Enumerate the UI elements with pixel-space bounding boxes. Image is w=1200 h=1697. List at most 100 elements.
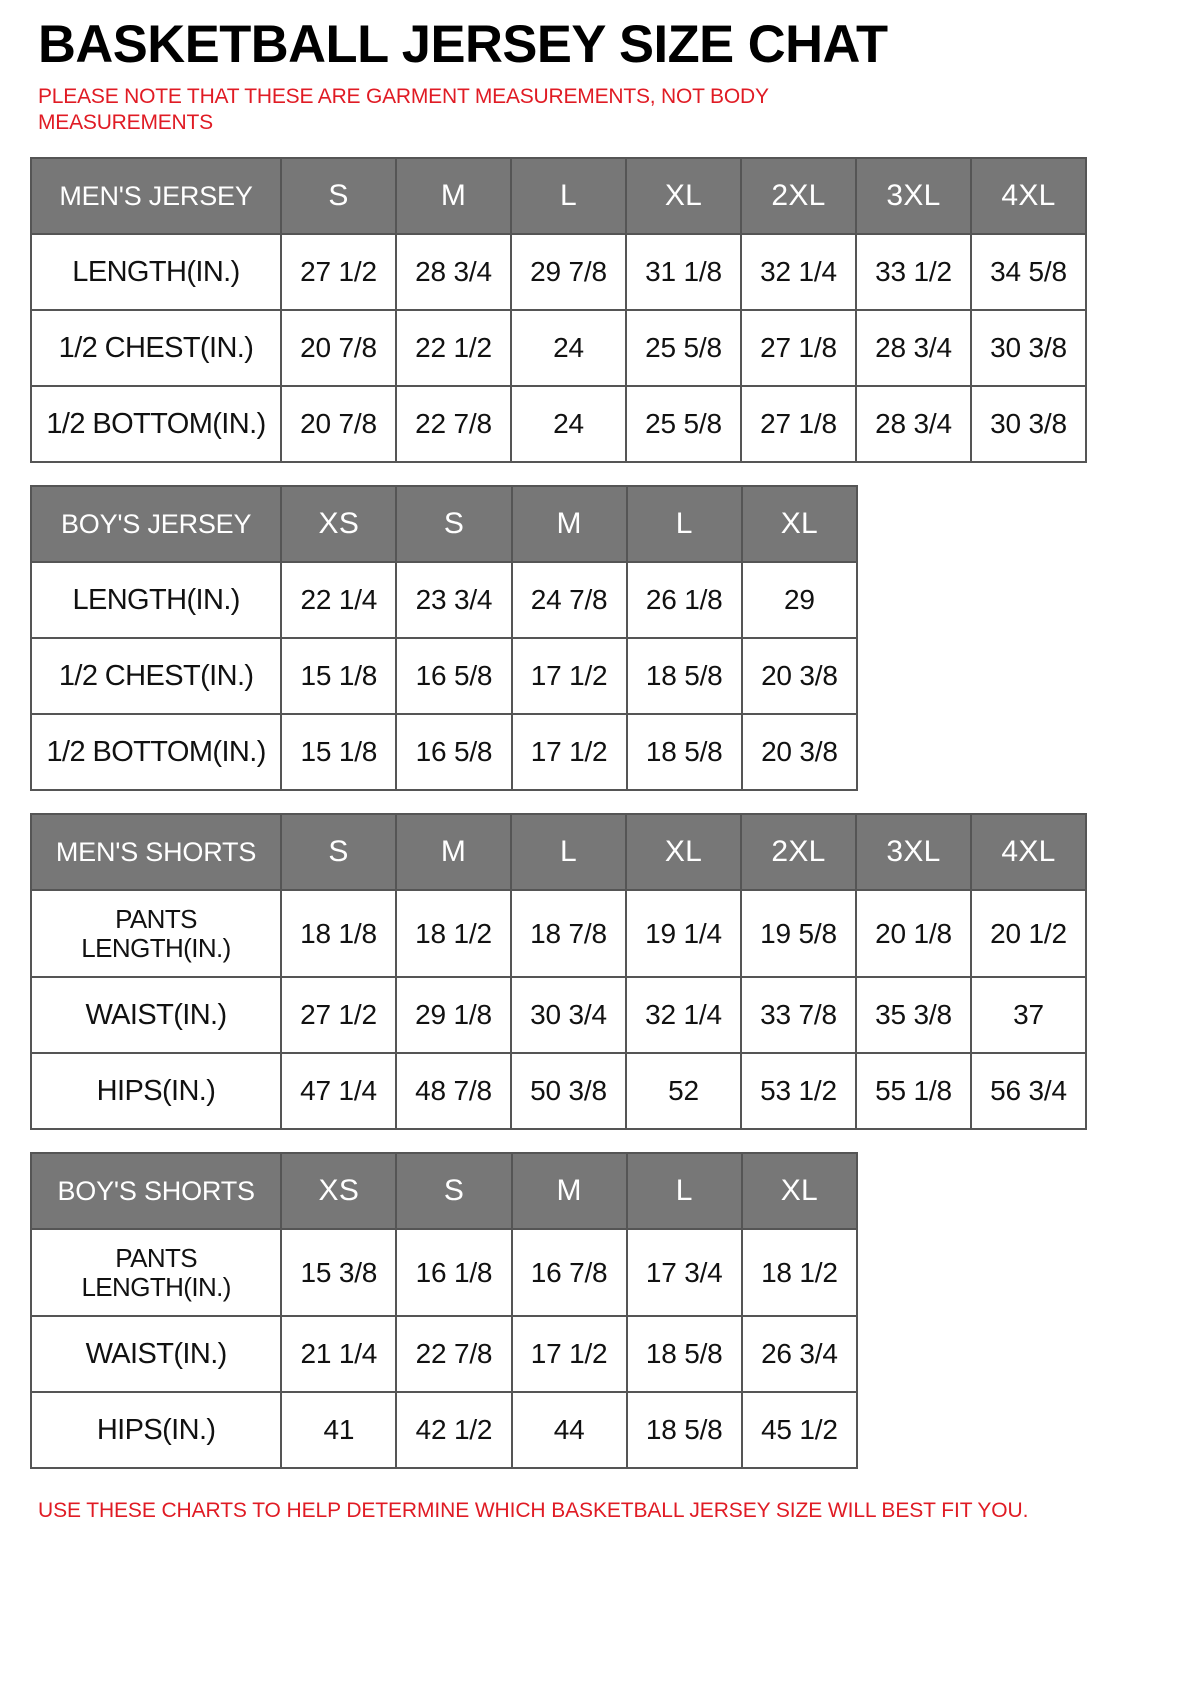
- measure-cell: 19 1/4: [625, 889, 742, 979]
- measure-cell: 18 5/8: [625, 1315, 743, 1394]
- measure-cell: 18 5/8: [625, 1391, 743, 1470]
- measure-cell: 56 3/4: [970, 1052, 1087, 1131]
- measure-cell: 41: [280, 1391, 398, 1470]
- measure-label-line2: LENGTH(IN.): [81, 1271, 231, 1302]
- measure-cell: 27 1/2: [280, 233, 397, 312]
- size-header-l: L: [625, 485, 743, 564]
- measure-cell: 32 1/4: [625, 976, 742, 1055]
- measure-cell: 16 5/8: [395, 713, 513, 792]
- measure-cell: 29 7/8: [510, 233, 627, 312]
- measure-cell: 45 1/2: [740, 1391, 859, 1470]
- measure-cell: 22 7/8: [395, 1315, 513, 1394]
- table-title-boys-shorts: BOY'S SHORTS: [29, 1152, 283, 1231]
- measure-cell: 16 7/8: [510, 1228, 628, 1318]
- measure-cell: 31 1/8: [625, 233, 742, 312]
- measure-cell: 53 1/2: [740, 1052, 857, 1131]
- measure-cell: 34 5/8: [970, 233, 1087, 312]
- measure-cell: 28 3/4: [395, 233, 512, 312]
- measure-cell: 20 7/8: [280, 385, 397, 464]
- table-row: HIPS(IN.) 47 1/4 48 7/8 50 3/8 52 53 1/2 55 1/…: [30, 1052, 1087, 1131]
- size-header-xl: XL: [740, 1152, 859, 1231]
- size-header-xl: XL: [625, 813, 742, 892]
- table-header-row: BOY'S SHORTS XS S M L XL: [29, 1152, 859, 1231]
- measure-cell: 29 1/8: [395, 976, 512, 1055]
- measure-cell: 27 1/2: [280, 976, 397, 1055]
- table-row: 1/2 CHEST(IN.) 15 1/8 16 5/8 17 1/2 18 5/8 20…: [29, 637, 859, 716]
- measure-cell: 26 3/4: [740, 1315, 859, 1394]
- measure-cell: 32 1/4: [740, 233, 857, 312]
- size-header-xl: XL: [625, 157, 742, 236]
- size-header-3xl: 3XL: [855, 813, 972, 892]
- size-table-boys-jersey: BOY'S JERSEY XS S M L XL LENGTH(IN.) 22 1/4 23 3…: [29, 485, 859, 792]
- table-title-boys-jersey: BOY'S JERSEY: [29, 485, 283, 564]
- size-header-l: L: [625, 1152, 743, 1231]
- measure-cell: 18 1/8: [280, 889, 397, 979]
- measure-cell: 20 3/8: [740, 637, 859, 716]
- table-row: WAIST(IN.) 21 1/4 22 7/8 17 1/2 18 5/8 26 3/4: [29, 1315, 859, 1394]
- garment-measurement-note: PLEASE NOTE THAT THESE ARE GARMENT MEASU…: [38, 85, 769, 134]
- measure-label: 1/2 BOTTOM(IN.): [29, 713, 283, 792]
- table-row: 1/2 CHEST(IN.) 20 7/8 22 1/2 24 25 5/8 27 1/8…: [30, 309, 1087, 388]
- measure-cell: 28 3/4: [855, 385, 972, 464]
- measure-cell: 17 1/2: [510, 1315, 628, 1394]
- size-header-m: M: [510, 1152, 628, 1231]
- size-header-m: M: [395, 157, 512, 236]
- table-row: LENGTH(IN.) 27 1/2 28 3/4 29 7/8 31 1/8 32 1/…: [30, 233, 1087, 312]
- measure-label: LENGTH(IN.): [29, 561, 283, 640]
- measure-label: LENGTH(IN.): [30, 233, 282, 312]
- measure-label: 1/2 BOTTOM(IN.): [30, 385, 282, 464]
- measure-cell: 25 5/8: [625, 309, 742, 388]
- table-header-row: MEN'S JERSEY S M L XL 2XL 3XL 4XL: [30, 157, 1087, 236]
- size-table-mens-shorts: MEN'S SHORTS S M L XL 2XL 3XL 4XL PANTS LENGTH(IN…: [30, 813, 1087, 1131]
- measure-cell: 17 3/4: [625, 1228, 743, 1318]
- table-row: WAIST(IN.) 27 1/2 29 1/8 30 3/4 32 1/4 33 7/8…: [30, 976, 1087, 1055]
- measure-cell: 19 5/8: [740, 889, 857, 979]
- table-row: LENGTH(IN.) 22 1/4 23 3/4 24 7/8 26 1/8 29: [29, 561, 859, 640]
- measure-cell: 20 1/8: [855, 889, 972, 979]
- table-header-row: MEN'S SHORTS S M L XL 2XL 3XL 4XL: [30, 813, 1087, 892]
- measure-cell: 20 1/2: [970, 889, 1087, 979]
- measure-cell: 15 3/8: [280, 1228, 398, 1318]
- measure-cell: 28 3/4: [855, 309, 972, 388]
- measure-cell: 18 5/8: [625, 713, 743, 792]
- measure-cell: 42 1/2: [395, 1391, 513, 1470]
- measure-cell: 25 5/8: [625, 385, 742, 464]
- measure-cell: 16 5/8: [395, 637, 513, 716]
- measure-cell: 24 7/8: [510, 561, 628, 640]
- measure-cell: 17 1/2: [510, 713, 628, 792]
- measure-label: WAIST(IN.): [29, 1315, 283, 1394]
- measure-label: 1/2 CHEST(IN.): [30, 309, 282, 388]
- measure-cell: 26 1/8: [625, 561, 743, 640]
- measure-label: 1/2 CHEST(IN.): [29, 637, 283, 716]
- measure-cell: 35 3/8: [855, 976, 972, 1055]
- size-header-m: M: [395, 813, 512, 892]
- measure-cell: 22 1/2: [395, 309, 512, 388]
- measure-cell: 33 1/2: [855, 233, 972, 312]
- measure-cell: 30 3/4: [510, 976, 627, 1055]
- measure-cell: 18 7/8: [510, 889, 627, 979]
- size-chart-page: BASKETBALL JERSEY SIZE CHAT PLEASE NOTE …: [0, 15, 1200, 1697]
- measure-cell: 48 7/8: [395, 1052, 512, 1131]
- measure-cell: 30 3/8: [970, 385, 1087, 464]
- measure-cell: 52: [625, 1052, 742, 1131]
- size-table-mens-jersey: MEN'S JERSEY S M L XL 2XL 3XL 4XL LENGTH(IN.) 27 …: [30, 157, 1087, 464]
- size-header-4xl: 4XL: [970, 813, 1087, 892]
- table-row: PANTS LENGTH(IN.) 18 1/8 18 1/2 18 7/8 19 1/4…: [30, 889, 1087, 979]
- measure-cell: 15 1/8: [280, 713, 398, 792]
- size-header-s: S: [280, 813, 397, 892]
- size-header-4xl: 4XL: [970, 157, 1087, 236]
- measure-cell: 18 5/8: [625, 637, 743, 716]
- size-header-l: L: [510, 157, 627, 236]
- measure-cell: 47 1/4: [280, 1052, 397, 1131]
- table-row: 1/2 BOTTOM(IN.) 20 7/8 22 7/8 24 25 5/8 27 1/…: [30, 385, 1087, 464]
- measure-cell: 20 7/8: [280, 309, 397, 388]
- size-header-s: S: [395, 485, 513, 564]
- measure-label: PANTS LENGTH(IN.): [29, 1228, 283, 1318]
- measure-cell: 27 1/8: [740, 385, 857, 464]
- size-header-m: M: [510, 485, 628, 564]
- size-header-xl: XL: [740, 485, 859, 564]
- footer-note: USE THESE CHARTS TO HELP DETERMINE WHICH…: [38, 1499, 1029, 1523]
- measure-cell: 55 1/8: [855, 1052, 972, 1131]
- measure-cell: 33 7/8: [740, 976, 857, 1055]
- page-title: BASKETBALL JERSEY SIZE CHAT: [38, 15, 888, 74]
